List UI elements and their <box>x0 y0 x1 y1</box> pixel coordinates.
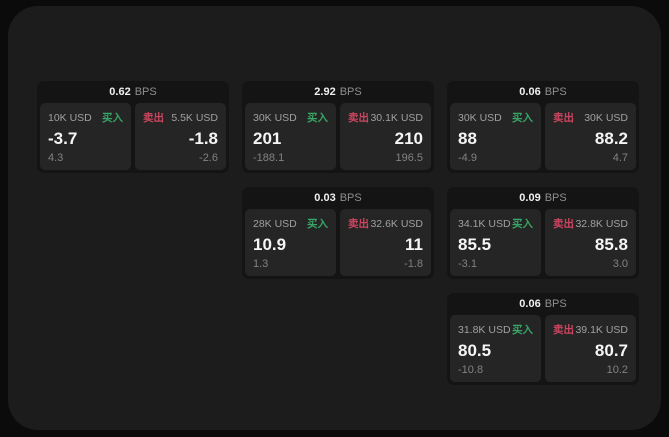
sell-size: 39.1K USD <box>575 323 628 336</box>
buy-price: 10.9 <box>253 235 287 254</box>
sell-size: 5.5K USD <box>171 111 218 124</box>
sell-size: 32.8K USD <box>575 217 628 230</box>
sell-delta: 10.2 <box>606 364 628 376</box>
sell-price: 85.8 <box>594 235 628 254</box>
spread-value: 0.09 <box>519 192 541 204</box>
buy-price: 85.5 <box>458 235 492 254</box>
spread-header: 0.09 BPS <box>447 187 639 209</box>
buy-side-label: 买入 <box>512 218 533 230</box>
buy-side-label: 买入 <box>307 112 328 124</box>
quote-card-grid: 0.62 BPS 10K USD 买入 -3.7 4.3 卖出 5.5K USD <box>37 81 639 385</box>
buy-side-label: 买入 <box>512 324 533 336</box>
sell-size: 32.6K USD <box>370 217 423 230</box>
spread-header: 0.06 BPS <box>447 293 639 315</box>
buy-price: 201 <box>253 129 282 148</box>
buy-side-label: 买入 <box>102 112 123 124</box>
bps-unit-label: BPS <box>339 192 362 204</box>
quotes-window: 0.62 BPS 10K USD 买入 -3.7 4.3 卖出 5.5K USD <box>8 6 661 430</box>
buy-panel[interactable]: 30K USD 买入 201 -188.1 <box>245 103 336 170</box>
bps-unit-label: BPS <box>544 192 567 204</box>
sell-side-label: 卖出 <box>143 112 164 124</box>
sell-delta: 4.7 <box>612 152 628 164</box>
buy-delta: 1.3 <box>253 258 269 270</box>
sell-side-label: 卖出 <box>348 218 369 230</box>
buy-size: 10K USD <box>48 111 92 124</box>
buy-panel[interactable]: 28K USD 买入 10.9 1.3 <box>245 209 336 276</box>
buy-side-label: 买入 <box>512 112 533 124</box>
sell-delta: -1.8 <box>404 258 423 270</box>
quote-card: 2.92 BPS 30K USD 买入 201 -188.1 卖出 30.1K … <box>242 81 434 173</box>
sell-side-label: 卖出 <box>348 112 369 124</box>
sell-panel[interactable]: 卖出 30.1K USD 210 196.5 <box>340 103 431 170</box>
buy-panel[interactable]: 34.1K USD 买入 85.5 -3.1 <box>450 209 541 276</box>
sell-price: 210 <box>394 129 423 148</box>
buy-size: 28K USD <box>253 217 297 230</box>
buy-panel[interactable]: 31.8K USD 买入 80.5 -10.8 <box>450 315 541 382</box>
quote-card: 0.06 BPS 31.8K USD 买入 80.5 -10.8 卖出 39.1… <box>447 293 639 385</box>
sell-side-label: 卖出 <box>553 324 574 336</box>
spread-header: 0.06 BPS <box>447 81 639 103</box>
sell-size: 30.1K USD <box>370 111 423 124</box>
buy-delta: 4.3 <box>48 152 64 164</box>
spread-value: 0.03 <box>314 192 336 204</box>
sell-delta: 196.5 <box>395 152 423 164</box>
spread-value: 0.06 <box>519 298 541 310</box>
sell-panel[interactable]: 卖出 30K USD 88.2 4.7 <box>545 103 636 170</box>
buy-size: 34.1K USD <box>458 217 511 230</box>
sell-price: -1.8 <box>188 129 218 148</box>
sell-panel[interactable]: 卖出 5.5K USD -1.8 -2.6 <box>135 103 226 170</box>
spread-value: 0.06 <box>519 86 541 98</box>
spread-header: 0.62 BPS <box>37 81 229 103</box>
bps-unit-label: BPS <box>544 86 567 98</box>
sell-price: 88.2 <box>594 129 628 148</box>
bps-unit-label: BPS <box>544 298 567 310</box>
sell-panel[interactable]: 卖出 39.1K USD 80.7 10.2 <box>545 315 636 382</box>
buy-side-label: 买入 <box>307 218 328 230</box>
sell-delta: 3.0 <box>612 258 628 270</box>
buy-panel[interactable]: 10K USD 买入 -3.7 4.3 <box>40 103 131 170</box>
buy-panel[interactable]: 30K USD 买入 88 -4.9 <box>450 103 541 170</box>
buy-delta: -3.1 <box>458 258 477 270</box>
bps-unit-label: BPS <box>134 86 157 98</box>
buy-size: 31.8K USD <box>458 323 511 336</box>
buy-price: 80.5 <box>458 341 492 360</box>
quote-card: 0.06 BPS 30K USD 买入 88 -4.9 卖出 30K USD <box>447 81 639 173</box>
sell-delta: -2.6 <box>199 152 218 164</box>
buy-delta: -4.9 <box>458 152 477 164</box>
bps-unit-label: BPS <box>339 86 362 98</box>
buy-price: -3.7 <box>48 129 78 148</box>
sell-price: 11 <box>405 235 423 254</box>
sell-price: 80.7 <box>594 341 628 360</box>
spread-value: 2.92 <box>314 86 336 98</box>
sell-panel[interactable]: 卖出 32.6K USD 11 -1.8 <box>340 209 431 276</box>
sell-size: 30K USD <box>584 111 628 124</box>
quote-card: 0.62 BPS 10K USD 买入 -3.7 4.3 卖出 5.5K USD <box>37 81 229 173</box>
spread-header: 2.92 BPS <box>242 81 434 103</box>
buy-size: 30K USD <box>253 111 297 124</box>
sell-side-label: 卖出 <box>553 218 574 230</box>
buy-delta: -10.8 <box>458 364 484 376</box>
quote-card: 0.09 BPS 34.1K USD 买入 85.5 -3.1 卖出 32.8K… <box>447 187 639 279</box>
quote-card: 0.03 BPS 28K USD 买入 10.9 1.3 卖出 32.6K US… <box>242 187 434 279</box>
spread-value: 0.62 <box>109 86 131 98</box>
buy-price: 88 <box>458 129 477 148</box>
spread-header: 0.03 BPS <box>242 187 434 209</box>
sell-side-label: 卖出 <box>553 112 574 124</box>
buy-delta: -188.1 <box>253 152 285 164</box>
buy-size: 30K USD <box>458 111 502 124</box>
sell-panel[interactable]: 卖出 32.8K USD 85.8 3.0 <box>545 209 636 276</box>
